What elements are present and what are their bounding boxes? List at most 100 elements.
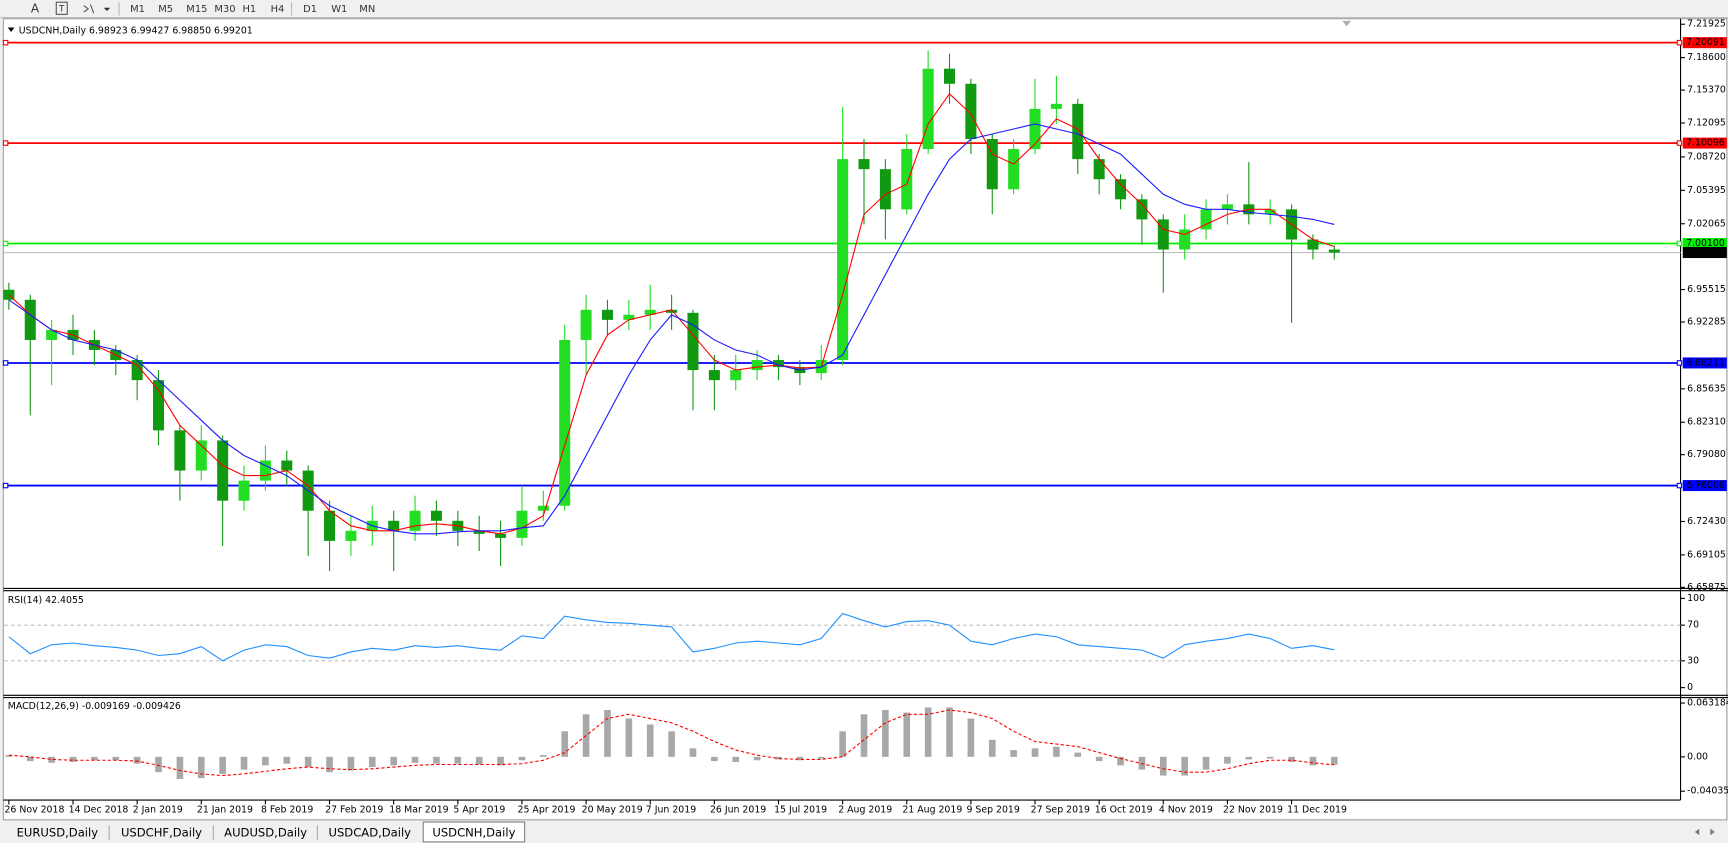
macd-bar <box>1010 750 1017 757</box>
candle-body <box>174 430 186 471</box>
chart-shift-marker[interactable] <box>1342 20 1352 27</box>
tab-label[interactable]: USDCHF,Daily <box>121 826 202 840</box>
price-label-bg <box>1682 247 1727 259</box>
macd-bar <box>411 756 419 763</box>
candle-body <box>644 309 656 315</box>
level-label-bg <box>1682 37 1727 49</box>
macd-bar <box>347 756 355 771</box>
level-anchor <box>1676 482 1683 489</box>
macd-bar <box>711 756 718 762</box>
timeframe-button[interactable]: M1 <box>130 4 145 15</box>
macd-bar <box>1288 756 1295 762</box>
tab-label[interactable]: USDCNH,Daily <box>432 826 515 840</box>
tab[interactable] <box>6 823 109 841</box>
macd-tick-label: 0.063184 <box>1687 698 1728 709</box>
macd-bar <box>1159 756 1167 776</box>
level-label: 6.76006 <box>1686 480 1725 491</box>
tab[interactable] <box>110 823 213 841</box>
timeframe-button[interactable]: MN <box>359 4 375 15</box>
x-tick-label: 11 Dec 2019 <box>1287 804 1347 815</box>
level-anchor <box>2 240 9 247</box>
y-tick-label: 6.69105 <box>1687 549 1726 560</box>
x-tick-label: 22 Nov 2019 <box>1223 804 1283 815</box>
text-tool-glyph: T <box>58 4 65 14</box>
y-tick-label: 7.15370 <box>1687 85 1726 96</box>
symbol-menu-icon[interactable] <box>7 27 15 32</box>
chart-frame <box>2 18 1728 821</box>
macd-bar <box>1031 748 1039 757</box>
timeframe-button[interactable]: M5 <box>158 4 173 15</box>
macd-bar <box>219 756 226 774</box>
macd-bar <box>796 756 804 761</box>
candle-body <box>516 510 528 538</box>
timeframe-button[interactable]: M30 <box>214 4 235 15</box>
x-tick-label: 4 Nov 2019 <box>1159 804 1213 815</box>
candle-body <box>153 380 165 431</box>
macd-bar <box>133 756 141 764</box>
timeframe-button[interactable]: W1 <box>331 4 347 15</box>
candle-body <box>345 530 357 541</box>
macd-bar <box>155 756 162 773</box>
candle-body <box>1093 159 1105 180</box>
candle-body <box>1221 204 1233 210</box>
macd-bar <box>1309 756 1317 766</box>
macd-bar <box>946 707 953 757</box>
level-label: 7.00100 <box>1686 238 1725 249</box>
tab-scroll-arrows[interactable] <box>1694 828 1715 836</box>
x-tick-label: 16 Oct 2019 <box>1095 804 1153 815</box>
macd-bar <box>326 756 333 773</box>
x-tick-label: 26 Nov 2018 <box>4 804 64 815</box>
tab[interactable] <box>214 823 317 841</box>
active-tab[interactable] <box>422 821 526 843</box>
candle-body <box>1115 179 1127 200</box>
macd-bar <box>753 756 761 761</box>
macd-bar <box>91 756 98 761</box>
macd-bar <box>668 731 675 757</box>
candle-body <box>24 299 36 340</box>
toolbar: A T M1 M5 M15 M30 H1 H4 D1 W1 MN <box>0 0 1728 19</box>
macd-bar <box>775 756 782 760</box>
macd-bar <box>1181 756 1188 776</box>
candle-body <box>601 309 613 320</box>
candle-body <box>730 370 742 381</box>
tab-label[interactable]: USDCAD,Daily <box>329 826 412 840</box>
font-button[interactable]: A <box>31 1 40 15</box>
y-tick-label: 6.79080 <box>1687 449 1726 460</box>
text-tool-icon[interactable] <box>55 1 68 15</box>
tab-label[interactable]: EURUSD,Daily <box>17 826 99 840</box>
candle-body <box>46 329 58 340</box>
candle-body <box>666 309 678 313</box>
x-tick-label: 5 Apr 2019 <box>453 804 505 815</box>
macd-bar <box>625 718 633 757</box>
candle-body <box>259 460 271 481</box>
level-anchor <box>1676 360 1683 366</box>
tab[interactable] <box>319 823 421 841</box>
price-label: 6.99201 <box>1686 247 1725 258</box>
timeframe-button[interactable]: M15 <box>186 4 207 15</box>
candle-body <box>580 309 592 340</box>
macd-bar <box>1117 756 1124 766</box>
rsi-title: RSI(14) 42.4055 <box>8 595 84 606</box>
candle-body <box>473 530 485 534</box>
y-tick-label: 6.95515 <box>1687 284 1726 295</box>
timeframe-button[interactable]: H4 <box>271 4 285 15</box>
arrow-tool-icon[interactable] <box>83 4 95 14</box>
moving-average <box>8 123 1335 535</box>
candle-body <box>238 480 250 501</box>
macd-bar <box>26 756 34 762</box>
x-tick-label: 2 Aug 2019 <box>838 804 892 815</box>
candle-body <box>922 68 934 150</box>
y-tick-label: 7.08720 <box>1687 151 1726 162</box>
x-tick-label: 18 Mar 2019 <box>389 804 448 815</box>
timeframe-button[interactable]: H1 <box>242 4 256 15</box>
x-tick-label: 15 Jul 2019 <box>774 804 827 815</box>
dropdown-icon[interactable] <box>103 7 111 12</box>
candle-body <box>281 460 293 471</box>
tab-label[interactable]: AUDUSD,Daily <box>224 826 307 840</box>
candle-body <box>879 169 891 210</box>
candle-body <box>3 289 15 300</box>
candle-body <box>1029 108 1041 150</box>
candle-body <box>858 159 870 170</box>
macd-bar <box>1095 756 1103 762</box>
timeframe-button[interactable]: D1 <box>303 4 317 15</box>
